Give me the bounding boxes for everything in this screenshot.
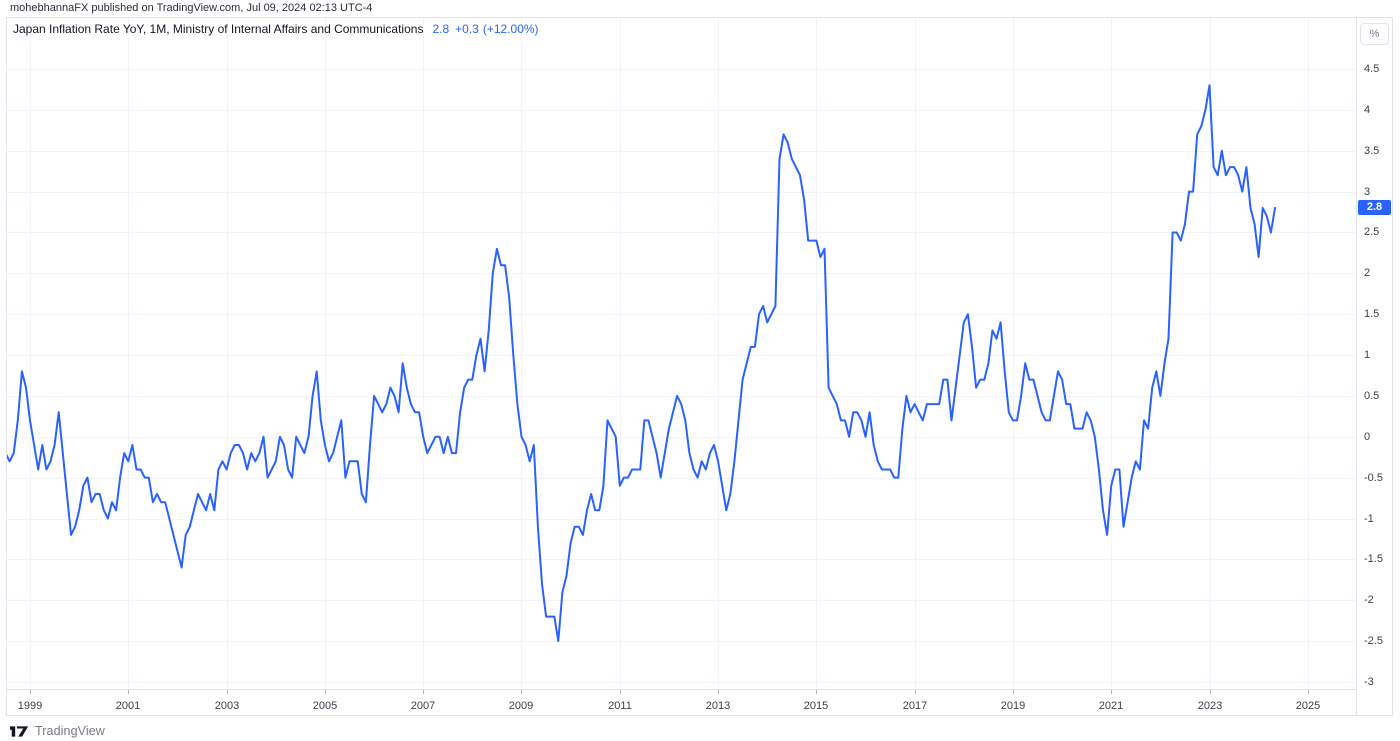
price-axis[interactable]: % 2.8 4.5 4 3.5 3 2.5 2 1.5 1 0.5 0 -0.5 -1 -1.5 -2 -2… [1356,18,1392,715]
price-tick-label: -2.5 [1364,635,1383,648]
price-tick-label: 0.5 [1364,389,1380,402]
legend-change-percent: (+12.00%) [482,22,539,36]
price-tick-label: -1 [1364,512,1374,525]
grid [7,18,1356,689]
price-tick-label: 0 [1364,430,1371,443]
time-tick-mark [1210,690,1211,694]
price-tick-label: -3 [1364,675,1374,688]
price-tick-label: 4.5 [1364,62,1380,75]
time-tick-label: 2005 [312,700,338,712]
time-tick-label: 2011 [608,700,632,712]
time-tick-mark [1013,690,1014,694]
time-tick-label: 2003 [214,700,240,712]
tradingview-logo[interactable]: TradingView [10,723,105,739]
time-tick-label: 2019 [1000,700,1026,712]
series-line [7,84,1276,643]
legend-symbol-title[interactable]: Japan Inflation Rate YoY, 1M, Ministry o… [13,22,424,36]
percent-unit-button[interactable]: % [1360,23,1389,45]
time-axis[interactable]: 1999 2001 2003 2005 2007 2009 2011 2013 2015 2017… [7,689,1356,715]
time-tick-mark [128,690,129,694]
chart-widget: Japan Inflation Rate YoY, 1M, Ministry o… [6,17,1393,716]
time-tick-label: 2009 [508,700,534,712]
tradingview-logo-text: TradingView [35,724,105,738]
time-tick-mark [227,690,228,694]
time-tick-label: 2007 [410,700,436,712]
publish-attribution: mohebhannaFX published on TradingView.co… [10,2,373,14]
time-tick-mark [423,690,424,694]
price-tick-label: 3 [1364,185,1371,198]
price-tick-label: 2.5 [1364,226,1380,239]
price-tick-label: 1 [1364,349,1371,362]
price-tick-label: -2 [1364,594,1374,607]
chart-legend: Japan Inflation Rate YoY, 1M, Ministry o… [13,22,539,36]
price-tick-label: 2 [1364,267,1371,280]
time-tick-mark [1308,690,1309,694]
time-tick-label: 1999 [17,700,43,712]
legend-change: +0.3 [455,22,479,36]
time-tick-label: 2001 [115,700,141,712]
time-tick-mark [30,690,31,694]
price-tick-label: 1.5 [1364,308,1380,321]
chart-canvas[interactable] [7,18,1356,689]
price-tick-label: 4 [1364,103,1371,116]
time-tick-mark [620,690,621,694]
time-tick-mark [718,690,719,694]
price-tick-label: -0.5 [1364,471,1383,484]
time-tick-mark [816,690,817,694]
time-tick-label: 2017 [902,700,928,712]
time-tick-label: 2015 [803,700,829,712]
price-tick-label: -1.5 [1364,553,1383,566]
time-tick-mark [1111,690,1112,694]
legend-last-value: 2.8 [432,22,450,36]
time-tick-label: 2025 [1295,700,1321,712]
tradingview-logo-icon [10,725,29,737]
time-tick-mark [325,690,326,694]
time-tick-mark [521,690,522,694]
price-tick-label: 3.5 [1364,144,1380,157]
time-tick-mark [915,690,916,694]
time-tick-label: 2013 [705,700,731,712]
last-price-label: 2.8 [1358,200,1391,216]
time-tick-label: 2021 [1098,700,1124,712]
time-tick-label: 2023 [1197,700,1223,712]
